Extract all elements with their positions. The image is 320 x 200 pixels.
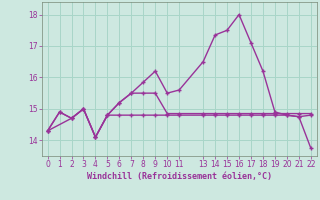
X-axis label: Windchill (Refroidissement éolien,°C): Windchill (Refroidissement éolien,°C) (87, 172, 272, 181)
